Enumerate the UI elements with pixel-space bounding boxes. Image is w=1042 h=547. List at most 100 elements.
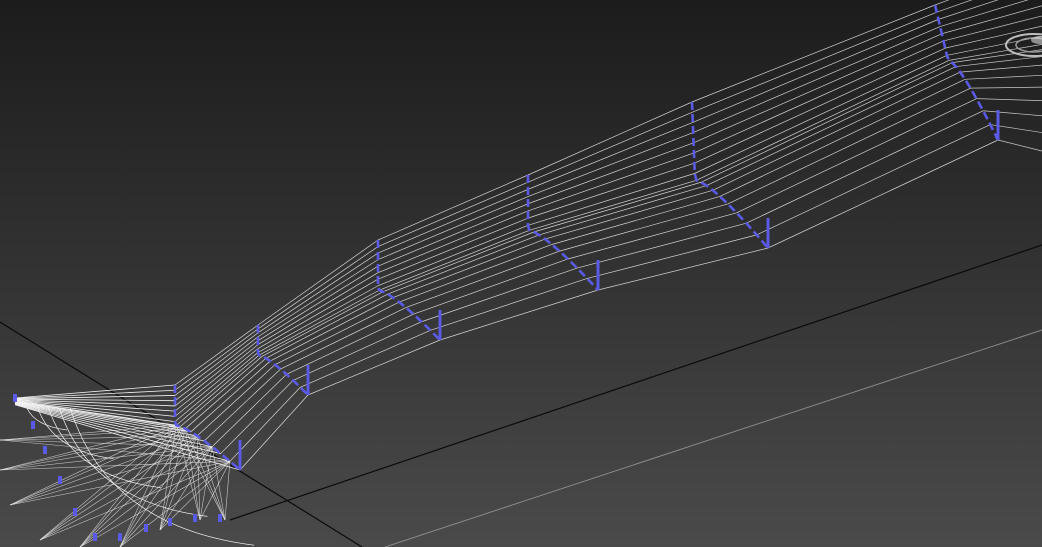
mesh-edge — [527, 132, 694, 197]
mesh-edge — [280, 307, 407, 370]
mesh-edge — [943, 15, 1042, 42]
mesh-edge — [39, 461, 231, 541]
mesh-edge — [0, 424, 177, 471]
selected-vertex[interactable] — [31, 421, 35, 429]
mesh-edge — [377, 196, 529, 260]
selected-vertex[interactable] — [193, 514, 197, 522]
mesh-edge — [39, 424, 177, 541]
mesh-edge — [939, 0, 1029, 27]
mesh-edge — [257, 265, 379, 341]
selected-profile-0[interactable] — [173, 385, 241, 471]
mesh-edge — [261, 291, 384, 357]
mesh-edge — [174, 336, 259, 401]
selected-vertex[interactable] — [13, 394, 17, 402]
mesh-edge — [9, 428, 186, 506]
mesh-edge — [39, 428, 186, 541]
selected-vertex[interactable] — [144, 524, 148, 532]
mesh-edge — [529, 180, 697, 231]
mesh-edge — [955, 56, 1042, 67]
mesh-edge — [706, 66, 957, 186]
mesh-edge — [392, 238, 546, 298]
mesh-edge — [439, 289, 599, 341]
mesh-edge — [692, 11, 937, 113]
mesh-edge — [300, 330, 431, 388]
mesh-edge — [211, 374, 287, 447]
mesh-edge — [79, 435, 198, 547]
mesh-edge — [430, 278, 588, 331]
mesh-edge — [9, 424, 177, 506]
selected-vertex[interactable] — [43, 446, 47, 454]
selected-vertex[interactable] — [93, 533, 97, 541]
mesh-edge — [527, 173, 695, 226]
mesh-edge — [59, 407, 208, 517]
mesh-edge — [746, 110, 984, 224]
mesh-edge — [559, 203, 728, 252]
mesh-edge — [14, 395, 176, 400]
mesh-edge — [14, 384, 176, 399]
mesh-edge — [527, 101, 693, 176]
mesh-edge — [413, 258, 569, 315]
mesh-edge — [379, 229, 530, 291]
mesh-edge — [119, 425, 177, 547]
grid-line-main-axis — [229, 244, 1042, 521]
mesh-edge — [119, 435, 198, 547]
mesh-edge — [307, 339, 441, 396]
mesh-edge — [767, 139, 999, 249]
mesh-edge — [190, 360, 271, 433]
mesh-edge — [174, 348, 259, 417]
mesh-edge — [257, 259, 379, 338]
mesh-edge — [176, 354, 260, 426]
selected-profile-4[interactable] — [690, 101, 769, 249]
selected-vertex[interactable] — [118, 533, 122, 541]
mesh-edge — [551, 196, 720, 245]
mesh-edge — [174, 328, 259, 391]
mesh-edge — [692, 19, 939, 123]
mesh-edge — [970, 86, 1042, 89]
mesh-edge — [174, 352, 259, 422]
selected-vertex[interactable] — [58, 476, 62, 484]
mesh-edge — [174, 332, 259, 396]
mesh-edge — [258, 289, 380, 356]
mesh-edge — [377, 181, 529, 247]
mesh-edge — [0, 435, 198, 441]
mesh-edge — [377, 174, 529, 241]
mesh-edge — [257, 252, 379, 334]
mesh-edge — [211, 446, 226, 521]
mesh-edge — [286, 313, 414, 375]
mesh-edge — [538, 185, 707, 236]
mesh-edge — [175, 425, 226, 521]
mesh-edge — [174, 340, 259, 407]
mesh-edge — [48, 407, 161, 488]
mesh-edge — [9, 446, 213, 506]
selected-vertex[interactable] — [218, 514, 222, 522]
mesh-edge — [14, 402, 191, 433]
mesh-edge — [960, 64, 1042, 73]
mesh-edge — [184, 358, 267, 429]
mesh-edge — [174, 344, 259, 412]
mesh-edge — [527, 122, 693, 190]
mesh-edge — [265, 293, 388, 359]
mesh-edge — [0, 461, 230, 471]
selected-edges[interactable] — [13, 4, 1000, 541]
mesh-edge — [257, 285, 379, 353]
selected-profile-1[interactable] — [256, 325, 309, 396]
mesh-edge — [224, 461, 231, 521]
mesh-edge — [719, 78, 966, 197]
selected-vertex[interactable] — [73, 508, 77, 516]
mesh-edge — [159, 428, 186, 531]
mesh-edge — [274, 301, 400, 365]
mesh-edge — [997, 139, 1042, 152]
mesh-edge — [421, 267, 578, 323]
viewcube-ring-icon[interactable] — [1005, 33, 1042, 57]
selected-profile-2[interactable] — [376, 240, 441, 341]
mesh-edge — [377, 189, 529, 254]
mesh-edge — [257, 272, 379, 345]
mesh-edge — [229, 387, 301, 462]
mesh-edge — [196, 435, 201, 521]
selected-vertex[interactable] — [168, 518, 172, 526]
mesh-edge — [14, 400, 176, 417]
mesh-edge — [174, 324, 259, 386]
mesh-edge — [14, 399, 176, 407]
